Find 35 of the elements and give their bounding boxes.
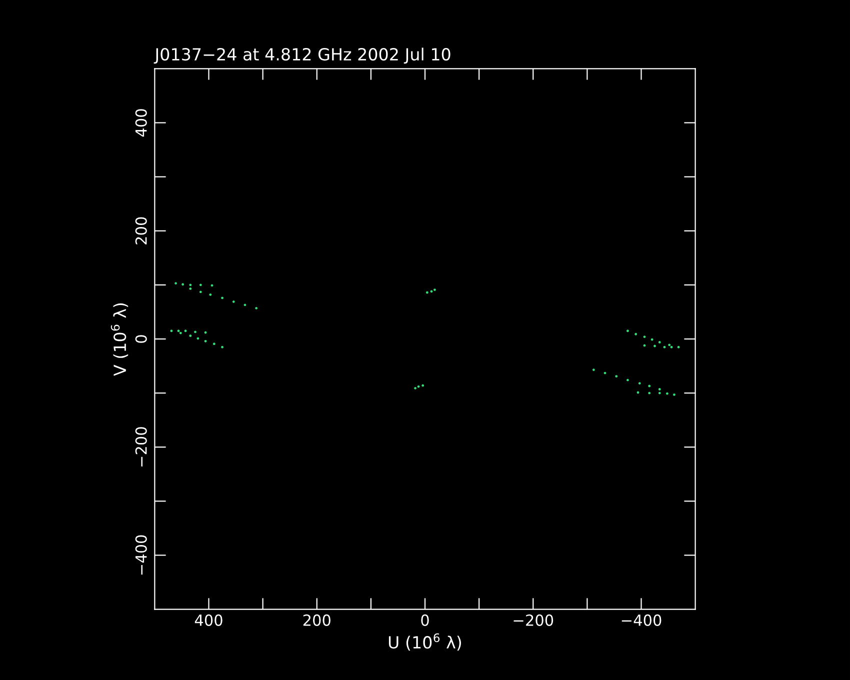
chart-title: J0137−24 at 4.812 GHz 2002 Jul 10 xyxy=(154,48,450,64)
x-tick-label: −400 xyxy=(622,614,662,626)
y-tick-label: 0 xyxy=(135,335,147,343)
point xyxy=(666,392,668,395)
point xyxy=(204,340,207,342)
point xyxy=(232,300,235,303)
point xyxy=(255,306,258,310)
point xyxy=(426,291,428,294)
point xyxy=(209,293,212,296)
y-tick-label: 200 xyxy=(135,217,147,244)
point xyxy=(189,284,192,286)
x-tick-label: −200 xyxy=(514,614,554,626)
point xyxy=(648,392,651,394)
point xyxy=(658,392,661,394)
point xyxy=(430,290,433,293)
point xyxy=(170,330,173,332)
point xyxy=(212,342,216,346)
y-axis-title: V (10$^{6}$ λ) xyxy=(110,303,128,376)
x-tick-label: 200 xyxy=(303,614,330,626)
point xyxy=(199,284,202,286)
point xyxy=(422,384,424,387)
point xyxy=(634,332,638,336)
point xyxy=(648,384,651,388)
point xyxy=(182,283,184,286)
point xyxy=(199,290,202,294)
y-tick-label: −200 xyxy=(135,427,147,466)
y-tick-label: 400 xyxy=(135,109,147,137)
x-tick-label: 400 xyxy=(194,614,222,626)
point xyxy=(179,332,182,334)
x-axis-title: U (10$^{6}$ λ) xyxy=(388,633,461,651)
point xyxy=(184,330,187,332)
y-tick-label: −400 xyxy=(135,535,147,575)
point xyxy=(638,382,641,385)
point xyxy=(177,330,180,332)
x-tick-label: 0 xyxy=(421,614,429,626)
